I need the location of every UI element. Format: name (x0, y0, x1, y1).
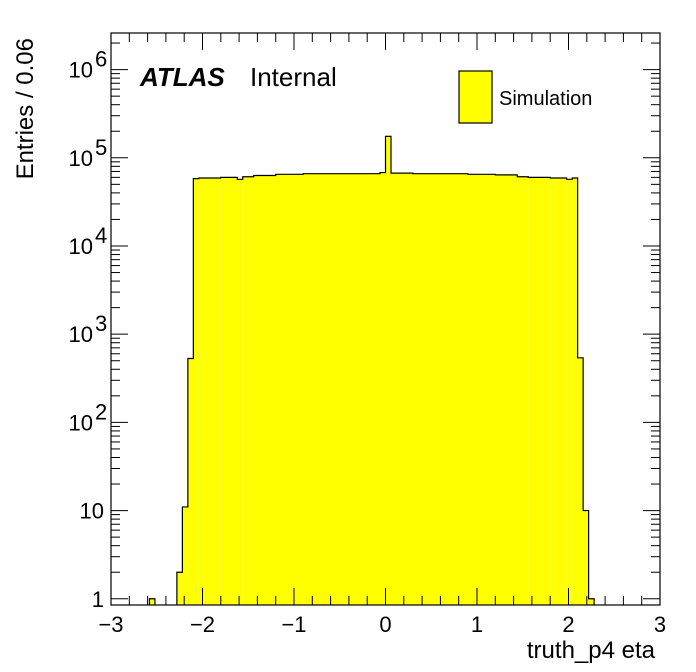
histogram-bar (412, 173, 468, 605)
histogram-bar (193, 178, 199, 605)
legend-swatch-simulation (458, 70, 493, 124)
internal-label: Internal (250, 62, 337, 92)
x-tick-label: 0 (379, 612, 391, 637)
histogram-bar (187, 358, 194, 605)
histogram-bar (572, 178, 578, 605)
legend-label-simulation: Simulation (499, 88, 592, 110)
x-tick-label: 3 (654, 612, 666, 637)
atlas-label: ATLAS (139, 62, 225, 92)
y-tick-exponent: 4 (95, 223, 107, 248)
y-axis-title: Entries / 0.06 (12, 38, 39, 179)
histogram-bar (237, 179, 243, 605)
histogram-bar (467, 174, 496, 606)
x-axis-title: truth_p4 eta (527, 637, 656, 664)
y-tick-exponent: 2 (95, 399, 107, 424)
y-tick-exponent: 5 (95, 135, 107, 160)
y-tick-label: 1 (92, 587, 104, 612)
histogram-bar (577, 357, 584, 605)
y-tick-label: 10 (80, 499, 104, 524)
histogram-bar (220, 177, 238, 606)
x-tick-label: −1 (281, 612, 306, 637)
histogram-bar (528, 177, 551, 606)
histogram-bar (182, 506, 188, 605)
histogram-bar (242, 176, 254, 606)
legend: Simulation (458, 70, 592, 124)
histogram-bar (149, 598, 155, 605)
histogram-bars (148, 135, 595, 606)
y-tick-label: 10 (69, 322, 93, 347)
y-tick-label: 10 (69, 234, 93, 259)
histogram-bar (275, 174, 304, 606)
x-tick-label: −3 (98, 612, 123, 637)
histogram-bar (198, 178, 221, 605)
y-tick-label: 10 (69, 58, 93, 83)
histogram-bar (566, 179, 573, 605)
histogram-bar (517, 176, 529, 606)
histogram-bar (253, 175, 276, 606)
y-tick-exponent: 6 (95, 47, 107, 72)
histogram-bar (303, 173, 381, 605)
axis-ticks (111, 33, 660, 605)
y-tick-label: 10 (69, 146, 93, 171)
histogram-bar (385, 136, 391, 606)
x-tick-label: 1 (471, 612, 483, 637)
histogram-bar (380, 172, 386, 605)
histogram-bar (588, 598, 595, 605)
histogram-bar (390, 173, 413, 605)
histogram-bar (550, 178, 567, 605)
histogram-outline (148, 135, 595, 605)
x-tick-label: −2 (190, 612, 215, 637)
y-tick-exponent: 3 (95, 311, 107, 336)
y-tick-label: 10 (69, 410, 93, 435)
histogram-bar (495, 174, 518, 605)
x-tick-labels: −3 −2 −1 0 1 2 3 (98, 612, 666, 637)
histogram-bar (176, 572, 183, 605)
histogram-bar (583, 510, 589, 605)
x-tick-label: 2 (562, 612, 574, 637)
